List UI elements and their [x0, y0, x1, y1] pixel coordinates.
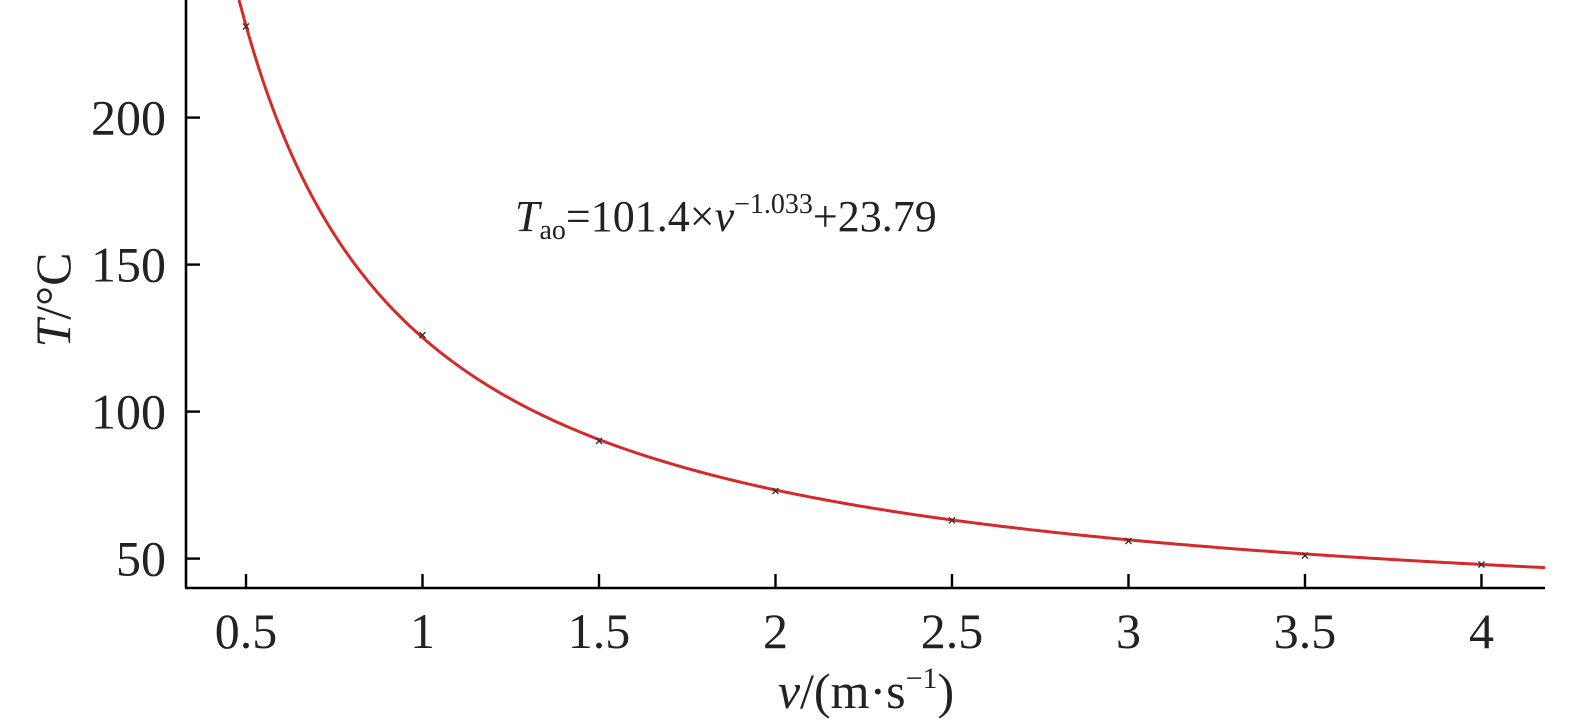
x-tick-label: 3.5: [1274, 603, 1337, 659]
x-tick-label: 2: [763, 603, 788, 659]
equation-var-t: T: [515, 192, 543, 241]
y-axis-var: T: [25, 317, 81, 348]
data-point: [1124, 537, 1132, 545]
x-tick-label: 1: [410, 603, 435, 659]
data-point: [1301, 552, 1309, 560]
y-axis-label: T/°C: [25, 252, 81, 347]
data-point: [242, 22, 250, 30]
equation-subscript: ao: [539, 215, 565, 246]
x-tick-label: 0.5: [215, 603, 278, 659]
y-tick-label: 50: [116, 531, 166, 587]
data-point: [771, 487, 779, 495]
data-point: [1477, 560, 1485, 568]
x-tick-label: 2.5: [921, 603, 984, 659]
equation-exponent: −1.033: [734, 189, 813, 220]
data-points: [242, 22, 1485, 568]
fit-equation: Tao=101.4×v−1.033+23.79: [515, 189, 937, 246]
equation-body: =101.4×: [566, 192, 715, 241]
y-tick-label: 100: [91, 384, 166, 440]
x-tick-label: 1.5: [568, 603, 631, 659]
x-axis-var: v: [778, 663, 801, 719]
x-axis-close: ): [938, 663, 955, 719]
x-axis-exponent: −1: [906, 662, 938, 695]
ticks: [186, 116, 1483, 588]
data-point: [419, 331, 426, 339]
equation-offset: +23.79: [813, 192, 937, 241]
data-point: [948, 516, 956, 524]
y-axis-unit: /°C: [25, 252, 81, 319]
axes: [184, 0, 1545, 590]
x-axis-unit: /(m·s: [800, 663, 906, 719]
data-point: [595, 437, 603, 445]
x-axis-label: v/(m·s−1): [778, 662, 954, 719]
fit-curve: [237, 0, 1546, 570]
x-tick-label: 3: [1116, 603, 1141, 659]
equation-var-v: v: [715, 192, 735, 241]
tick-labels: 0.5 1 1.5 2 2.5 3 3.5 4 50 100 150 200: [91, 90, 1494, 659]
y-tick-label: 150: [91, 237, 166, 293]
x-tick-label: 4: [1469, 603, 1494, 659]
y-tick-label: 200: [91, 90, 166, 146]
